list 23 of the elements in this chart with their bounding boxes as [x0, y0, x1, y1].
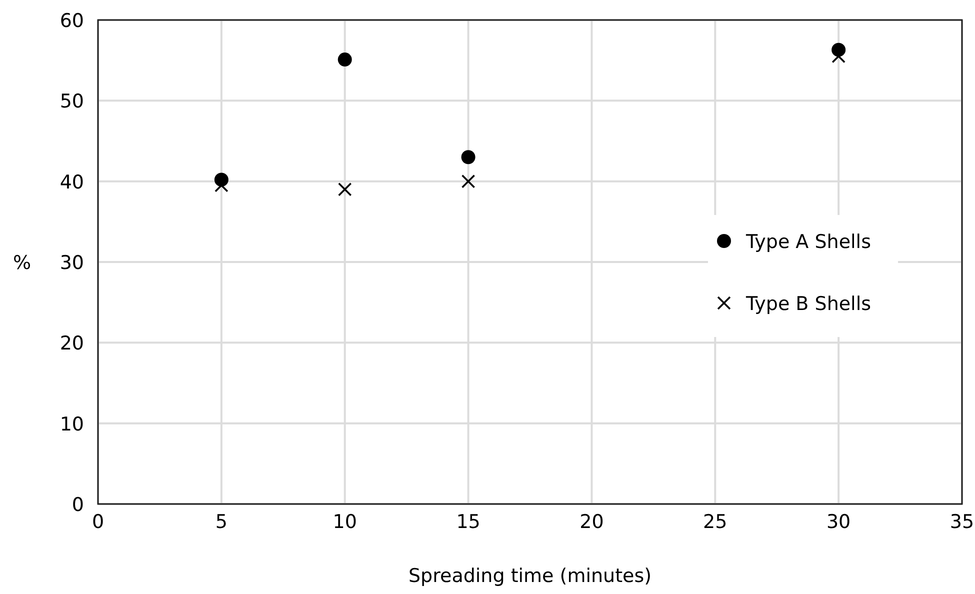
legend-label: Type B Shells: [745, 293, 872, 315]
y-tick-label: 20: [60, 332, 84, 355]
x-tick-label: 5: [215, 511, 228, 533]
x-tick-label: 0: [92, 511, 104, 533]
point: [338, 52, 352, 67]
y-tick-label: 50: [60, 90, 84, 113]
y-tick-label: 40: [60, 171, 84, 194]
y-tick-label: 30: [60, 252, 84, 274]
point: [338, 182, 352, 196]
legend-label: Type A Shells: [745, 231, 871, 253]
y-tick-label: 0: [72, 494, 84, 516]
point: [461, 174, 476, 188]
x-tick-label: 35: [950, 511, 974, 533]
x-tick-label: 15: [456, 511, 480, 533]
y-tick-label: 60: [60, 10, 84, 32]
x-tick-label: 10: [332, 511, 357, 533]
x-tick-label: 25: [703, 511, 728, 533]
y-axis-title: %: [12, 252, 32, 274]
y-tick-label: 10: [60, 413, 84, 436]
x-tick-label: 20: [580, 511, 604, 533]
x-tick-label: 30: [826, 511, 851, 533]
x-axis-title: Spreading time (minutes): [408, 565, 652, 587]
point: [461, 150, 476, 164]
